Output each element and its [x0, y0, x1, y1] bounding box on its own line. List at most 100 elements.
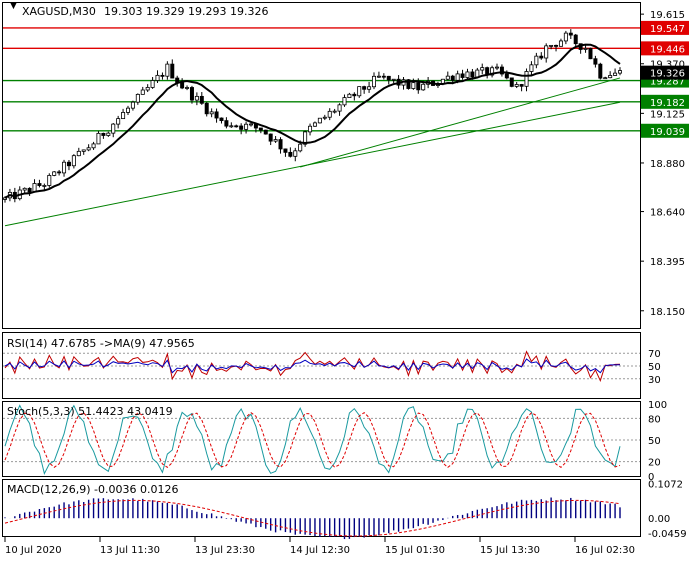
candle-body — [189, 87, 194, 101]
candle — [554, 44, 559, 52]
ohlc-values: 19.303 19.329 19.293 19.326 — [104, 5, 268, 18]
y-tick-label-6: 18.150 — [650, 307, 685, 318]
candle-body — [381, 75, 386, 78]
candle — [214, 108, 219, 123]
candle-body — [593, 58, 598, 65]
chart-menu-arrow-icon[interactable]: ▼ — [10, 1, 17, 11]
ind2-y-label-2: -0.0459 — [648, 529, 687, 540]
candle-body — [229, 125, 234, 128]
ind2-y-label-0: 0.1072 — [648, 480, 683, 491]
candle-body — [234, 125, 239, 128]
current-price-tag — [641, 65, 689, 80]
candle-body — [445, 75, 450, 80]
candle-body — [386, 75, 391, 81]
candle-body — [544, 45, 549, 59]
level-label-4: 19.039 — [650, 127, 685, 138]
candle-body — [411, 82, 416, 89]
candle-body — [126, 107, 131, 113]
stoch-main-line — [4, 404, 621, 475]
candle — [480, 63, 485, 75]
candle — [494, 63, 499, 71]
candle-body — [563, 32, 568, 42]
candle — [549, 44, 554, 50]
candle — [57, 169, 62, 176]
y-tick-label-0: 19.615 — [650, 10, 685, 21]
candle-body — [470, 71, 475, 78]
candle-body — [116, 118, 121, 125]
candle-body — [416, 82, 421, 91]
candle — [534, 52, 539, 69]
macd-panel-frame — [2, 479, 641, 537]
candle — [229, 122, 234, 128]
candle — [312, 121, 317, 127]
candle-body — [27, 187, 32, 193]
candle-body — [219, 117, 224, 122]
x-label-0: 10 Jul 2020 — [5, 545, 62, 556]
candle — [273, 136, 278, 143]
candle-body — [57, 171, 62, 174]
candle-body — [204, 102, 209, 115]
candle — [386, 75, 391, 85]
candle-body — [504, 73, 509, 79]
candle-body — [22, 187, 27, 191]
candle — [234, 124, 239, 128]
candle-body — [160, 74, 165, 77]
rsi-panel-frame — [2, 332, 641, 399]
candle-body — [509, 77, 514, 87]
candle — [130, 100, 135, 111]
candle-body — [101, 132, 106, 136]
candle — [347, 92, 352, 98]
candle-body — [258, 127, 263, 131]
level-tag-0 — [641, 20, 689, 35]
candle-body — [549, 44, 554, 47]
stoch-title: Stoch(5,3,3) 51.4423 43.0419 — [7, 405, 173, 418]
candle-body — [214, 111, 219, 119]
candle-body — [66, 161, 71, 167]
candle — [288, 147, 293, 158]
candle — [189, 85, 194, 104]
level-tag-3 — [641, 94, 689, 109]
candle-body — [494, 66, 499, 69]
candle — [209, 108, 214, 118]
candle — [42, 183, 47, 191]
candle-body — [209, 111, 214, 115]
candle-body — [519, 84, 524, 87]
candle-body — [244, 123, 249, 130]
candle — [86, 144, 91, 152]
candle — [332, 108, 337, 114]
candle-body — [539, 55, 544, 59]
candle-body — [342, 97, 347, 106]
candle-body — [352, 93, 357, 97]
macd-signal-line — [4, 499, 621, 537]
candle-body — [524, 71, 529, 87]
candle-body — [613, 72, 618, 76]
candle — [126, 105, 131, 115]
candle-body — [308, 125, 313, 133]
candle — [337, 103, 342, 116]
candle-body — [465, 71, 470, 78]
candle-body — [111, 123, 116, 134]
candle-body — [224, 120, 229, 127]
candle — [121, 108, 126, 120]
candle-body — [170, 63, 175, 79]
candle — [598, 62, 603, 80]
ind0-y-label-0: 70 — [648, 349, 661, 360]
candle — [445, 71, 450, 81]
candle — [391, 78, 396, 84]
ind1-y-label-1: 80 — [648, 414, 661, 425]
candle-body — [239, 125, 244, 130]
candle-body — [332, 110, 337, 113]
level-label-2: 19.287 — [650, 77, 685, 88]
candle — [524, 68, 529, 92]
candle-body — [76, 150, 81, 157]
candle-body — [534, 55, 539, 66]
candle — [539, 52, 544, 60]
level-tag-4 — [641, 123, 689, 138]
candle — [37, 179, 42, 188]
candle — [342, 94, 347, 107]
candle-body — [121, 112, 126, 120]
candle-body — [514, 84, 519, 87]
x-label-6: 16 Jul 02:30 — [575, 545, 635, 556]
